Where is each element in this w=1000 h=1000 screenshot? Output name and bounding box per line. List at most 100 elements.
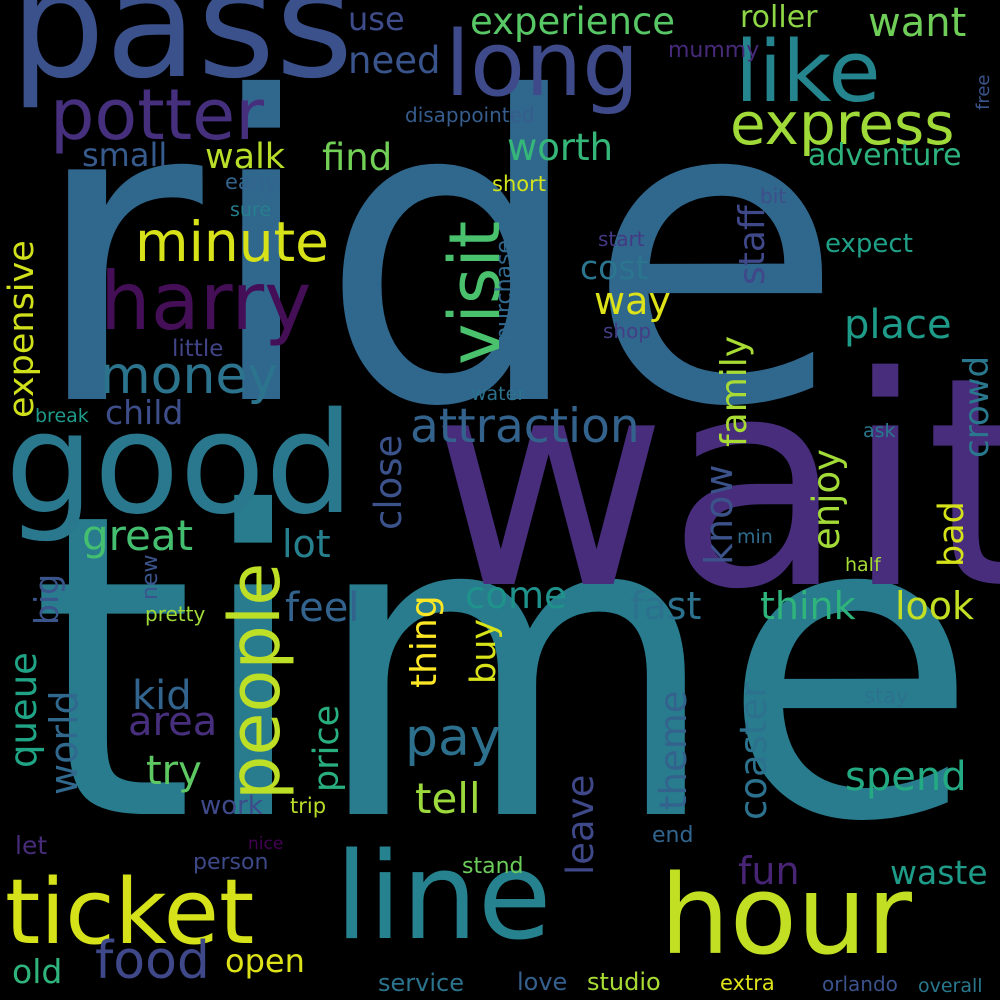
word-pay: pay [405,708,501,768]
word-adventure: adventure [808,138,962,173]
word-ticket: ticket [5,860,255,965]
word-pretty: pretty [145,602,206,626]
word-experience: experience [470,0,676,43]
word-let: let [15,831,48,860]
word-orlando: orlando [822,972,898,996]
word-half: half [845,554,881,576]
word-kid: kid [132,673,192,719]
word-crowd: crowd [957,355,997,458]
word-family: family [714,335,755,447]
word-worth: worth [507,126,614,169]
word-old: old [12,952,63,991]
word-line: line [335,828,552,967]
word-extra: extra [720,971,775,995]
word-hour: hour [660,851,912,979]
word-roller: roller [740,0,818,35]
word-service: service [378,969,464,997]
word-tell: tell [415,774,481,823]
word-person: person [193,850,269,875]
word-sure: sure [230,199,272,221]
word-queue: queue [2,652,45,768]
word-enjoy: enjoy [805,448,848,550]
word-shop: shop [603,319,652,343]
word-big: big [27,573,66,625]
word-express: express [730,90,955,158]
word-bad: bad [932,501,972,567]
word-ride: ride [30,10,845,499]
word-expect: expect [825,229,913,259]
word-small: small [82,136,168,174]
word-fun: fun [738,849,800,893]
word-price: price [307,704,347,792]
word-ask: ask [863,420,896,442]
word-minute: minute [135,210,329,274]
word-child: child [105,393,184,432]
word-water: water [471,383,526,405]
word-harry: harry [100,255,312,348]
word-food: food [95,931,210,991]
word-great: great [82,511,194,560]
word-way: way [594,279,671,323]
word-like: like [735,23,881,122]
word-expensive: expensive [2,240,42,418]
word-think: think [760,584,856,628]
word-theme: theme [652,690,695,810]
word-people: people [214,562,296,800]
word-new: new [138,554,163,600]
word-min: min [737,526,773,548]
word-good: good [5,383,355,546]
word-bit: bit [760,184,787,208]
word-studio: studio [587,968,661,996]
word-start: start [598,227,645,251]
word-staff: staff [732,205,773,285]
word-fast: fast [630,584,702,628]
word-close: close [367,434,410,530]
word-waste: waste [890,853,988,892]
word-money: money [100,346,279,406]
word-area: area [128,699,218,745]
word-early: early [225,170,278,194]
word-disappointed: disappointed [405,103,535,127]
word-free: free [973,74,994,111]
word-coaster: coaster [732,682,775,820]
word-use: use [348,0,405,38]
word-trip: trip [290,794,327,818]
word-lot: lot [282,522,331,566]
word-come: come [465,574,567,617]
word-thing: thing [404,595,445,688]
word-try: try [146,748,202,794]
word-walk: walk [205,137,286,177]
word-short: short [492,172,546,196]
word-mummy: mummy [668,38,760,63]
word-work: work [200,791,263,821]
word-look: look [895,584,975,628]
word-long: long [445,12,640,117]
word-love: love [517,968,568,996]
word-cost: cost [580,248,649,287]
word-spend: spend [845,754,967,800]
word-feel: feel [285,585,360,631]
word-nice: nice [248,834,284,854]
word-stay: stay [864,684,909,708]
word-pass: pass [10,0,354,112]
word-potter: potter [50,74,264,156]
word-place: place [844,302,952,348]
word-end: end [652,823,694,848]
word-find: find [322,136,393,179]
word-want: want [868,0,967,46]
word-know: know [697,464,741,565]
word-world: world [42,690,86,795]
word-little: little [172,336,224,362]
word-time: time [30,425,979,914]
word-break: break [35,405,89,427]
word-stand: stand [462,854,524,879]
word-overall: overall [918,975,983,997]
word-wait: wait [430,316,1000,653]
word-buy: buy [464,618,504,684]
word-leave: leave [559,774,602,875]
word-need: need [348,39,441,82]
word-attraction: attraction [410,399,640,454]
word-purchase: purchase [492,240,517,341]
word-open: open [225,942,305,980]
